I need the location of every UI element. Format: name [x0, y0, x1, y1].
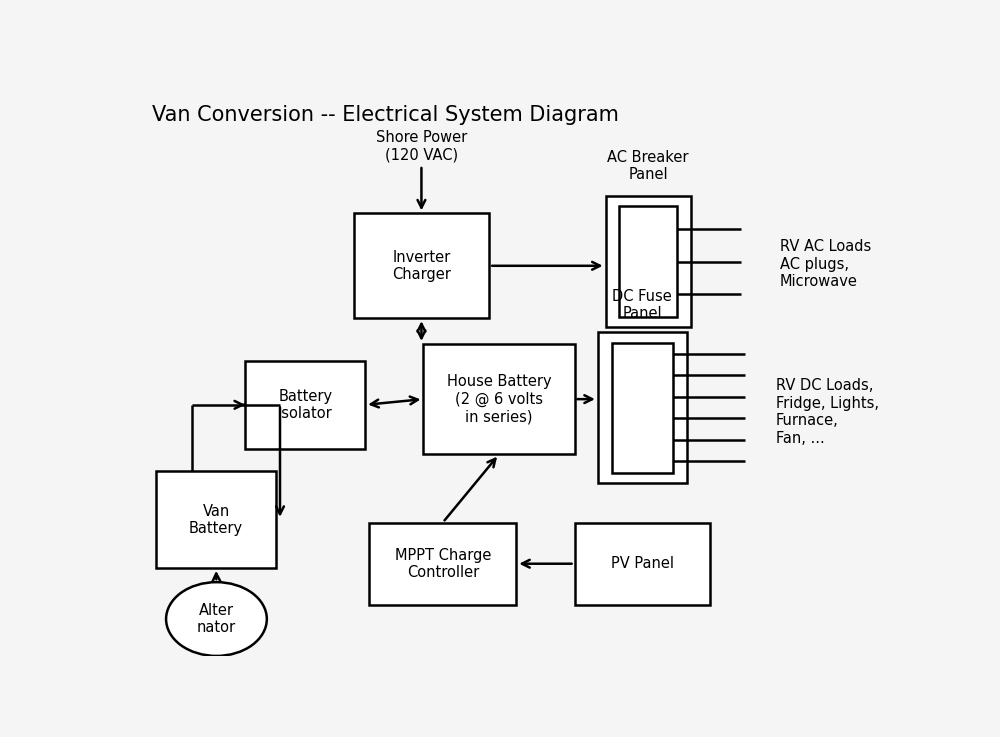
Text: Battery
Isolator: Battery Isolator — [278, 388, 333, 421]
Bar — [156, 472, 276, 568]
Text: Van Conversion -- Electrical System Diagram: Van Conversion -- Electrical System Diag… — [152, 105, 619, 125]
Text: AC Breaker
Panel: AC Breaker Panel — [607, 150, 689, 182]
Bar — [606, 196, 691, 326]
Text: RV DC Loads,
Fridge, Lights,
Furnace,
Fan, ...: RV DC Loads, Fridge, Lights, Furnace, Fa… — [776, 378, 879, 445]
Bar — [423, 343, 574, 455]
Ellipse shape — [166, 582, 267, 656]
Text: DC Fuse
Panel: DC Fuse Panel — [612, 289, 672, 321]
Text: Inverter
Charger: Inverter Charger — [392, 250, 451, 282]
Bar — [612, 343, 673, 472]
Bar — [354, 213, 489, 318]
Bar — [598, 332, 687, 483]
Bar — [369, 523, 516, 605]
Text: Shore Power
(120 VAC): Shore Power (120 VAC) — [376, 130, 467, 162]
Text: Van
Battery: Van Battery — [189, 503, 243, 536]
Text: PV Panel: PV Panel — [611, 556, 674, 571]
Bar — [619, 206, 677, 317]
Bar — [574, 523, 710, 605]
Text: House Battery
(2 @ 6 volts
in series): House Battery (2 @ 6 volts in series) — [447, 374, 551, 424]
Text: RV AC Loads
AC plugs,
Microwave: RV AC Loads AC plugs, Microwave — [780, 240, 871, 289]
Bar — [245, 361, 365, 449]
Text: Alter
nator: Alter nator — [197, 603, 236, 635]
Text: MPPT Charge
Controller: MPPT Charge Controller — [395, 548, 491, 580]
